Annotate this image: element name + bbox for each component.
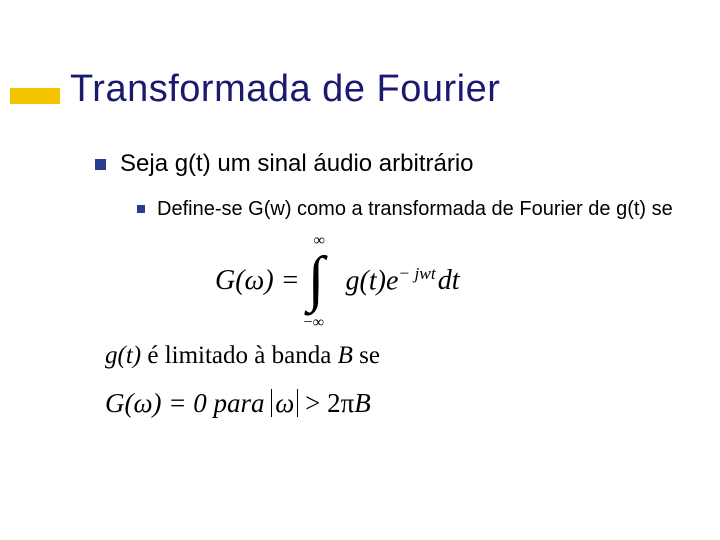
formula-integral: G(ω) = ∞ ∫ −∞ g(t)e− jwt dt — [215, 242, 680, 320]
integral-symbol: ∞ ∫ −∞ — [308, 242, 342, 320]
integrand-base: g(t)e — [346, 266, 399, 297]
cond-b: B — [354, 388, 371, 418]
formula-lhs: G(ω) = — [215, 265, 300, 297]
bullet-level-2: Define-se G(w) como a transformada de Fo… — [137, 196, 680, 222]
integral-sign-icon: ∫ — [308, 248, 325, 310]
bullet-text: Define-se G(w) como a transformada de Fo… — [157, 196, 673, 222]
formula-condition-1: g(t) é limitado à banda B se — [105, 342, 680, 370]
formula-block: G(ω) = ∞ ∫ −∞ g(t)e− jwt dt g(t) é limit… — [215, 242, 680, 419]
condition-text: é limitado à banda — [141, 342, 337, 369]
bullet-square-icon — [137, 205, 145, 213]
content-area: Seja g(t) um sinal áudio arbitrário Defi… — [95, 150, 680, 437]
cond-lhs: G(ω) = 0 para — [105, 388, 271, 418]
integrand-exponent: − jwt — [398, 264, 435, 283]
integrand: g(t)e− jwt — [346, 264, 436, 297]
formula-condition-2: G(ω) = 0 para ω > 2πB — [105, 388, 680, 419]
integral-lower-limit: −∞ — [304, 314, 324, 332]
bullet-square-icon — [95, 159, 106, 170]
abs-omega: ω — [271, 389, 298, 417]
integrand-dt: dt — [438, 265, 460, 297]
b-symbol: B — [338, 342, 353, 369]
gt-symbol: g(t) — [105, 342, 141, 369]
bullet-text: Seja g(t) um sinal áudio arbitrário — [120, 150, 474, 178]
cond-gt: > 2π — [298, 388, 354, 418]
bullet-level-1: Seja g(t) um sinal áudio arbitrário — [95, 150, 680, 178]
accent-bar — [10, 88, 60, 104]
page-title: Transformada de Fourier — [70, 68, 500, 111]
condition-se: se — [353, 342, 380, 369]
